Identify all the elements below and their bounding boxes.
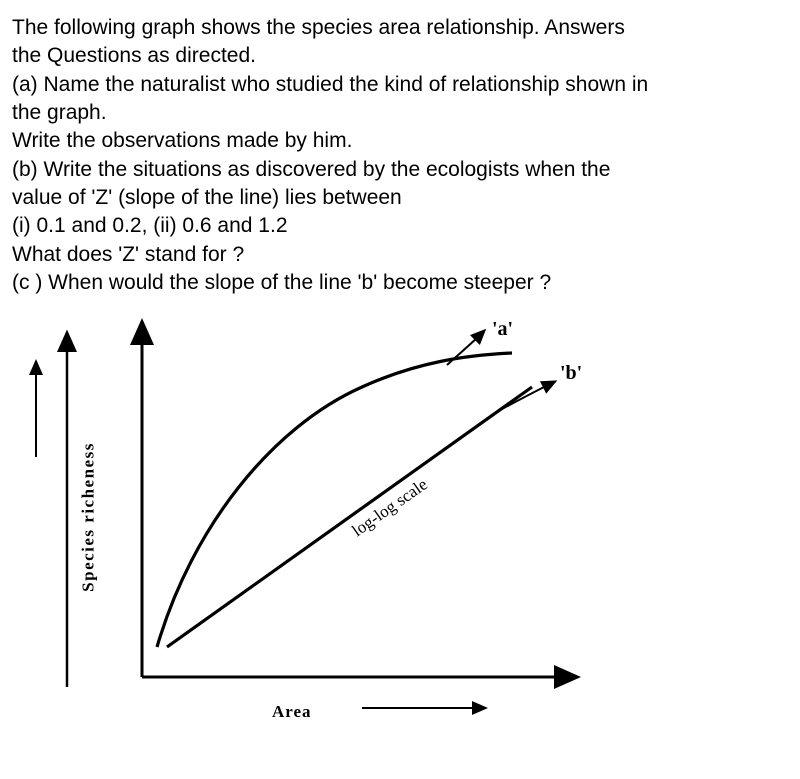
- x-axis-label: Area: [272, 701, 312, 724]
- part-a-line-1: (a) Name the naturalist who studied the …: [12, 71, 788, 99]
- intro-line-1: The following graph shows the species ar…: [12, 14, 788, 42]
- curve-a: [157, 353, 512, 647]
- label-a-arrow: [447, 333, 482, 365]
- curve-b: [167, 387, 532, 647]
- part-b-line-4: What does 'Z' stand for ?: [12, 241, 788, 269]
- part-b-line-2: value of 'Z' (slope of the line) lies be…: [12, 184, 788, 212]
- question-text: The following graph shows the species ar…: [12, 14, 788, 297]
- label-b-arrow: [502, 383, 552, 409]
- graph-svg: 'a' 'b' log-log scale: [12, 307, 652, 727]
- y-axis-label: Species richeness: [77, 443, 100, 593]
- intro-line-2: the Questions as directed.: [12, 42, 788, 70]
- curve-b-label: 'b': [560, 362, 582, 384]
- part-a-line-2: the graph.: [12, 99, 788, 127]
- species-area-graph: 'a' 'b' log-log scale Species richeness …: [12, 307, 652, 727]
- curve-a-label: 'a': [492, 318, 513, 340]
- part-b-line-1: (b) Write the situations as discovered b…: [12, 156, 788, 184]
- part-b-line-3: (i) 0.1 and 0.2, (ii) 0.6 and 1.2: [12, 212, 788, 240]
- part-c-line-1: (c ) When would the slope of the line 'b…: [12, 269, 788, 297]
- part-a-line-3: Write the observations made by him.: [12, 127, 788, 155]
